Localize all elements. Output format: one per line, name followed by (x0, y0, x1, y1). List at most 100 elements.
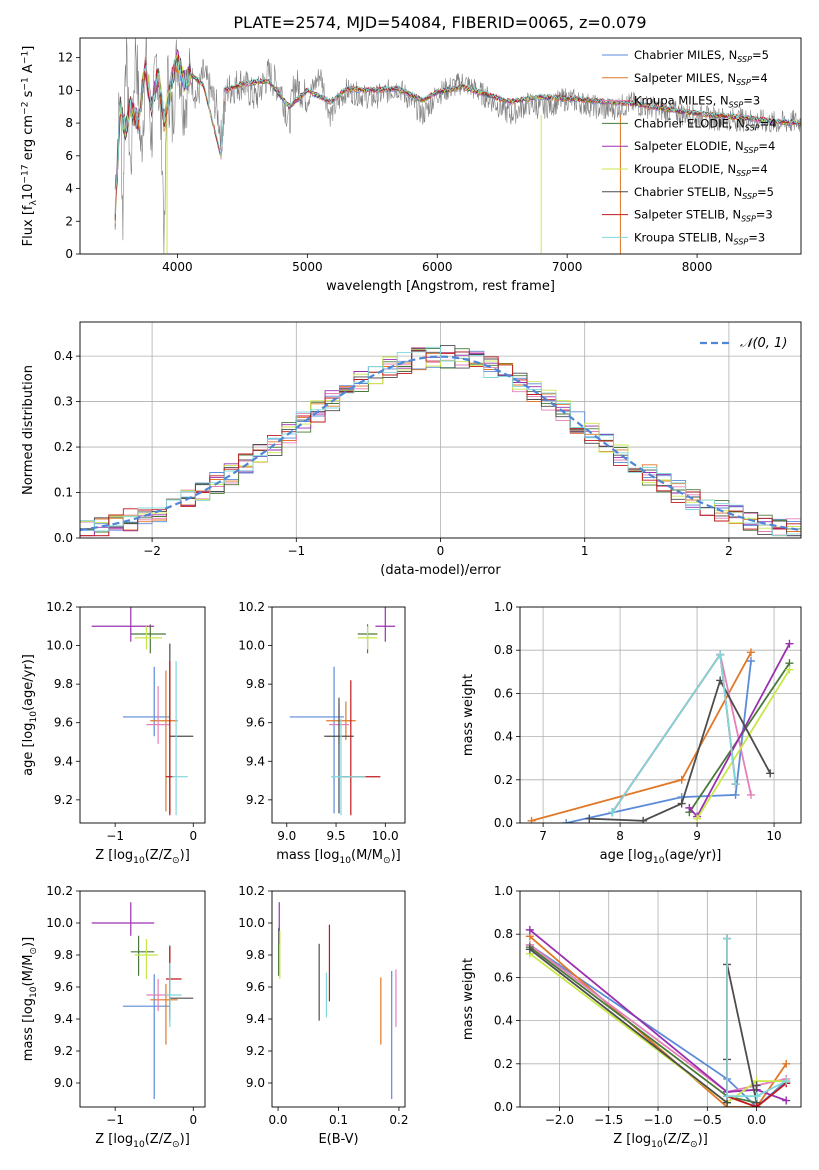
legend-label: Chabrier STELIB, NSSP=5 (634, 185, 774, 201)
x-tick-label: 10 (766, 829, 781, 843)
y-axis-label: mass weight (461, 674, 476, 756)
y-tick-label: 9.2 (54, 1044, 73, 1058)
y-tick-label: 10.0 (46, 639, 73, 653)
y-tick-label: 9.2 (246, 793, 265, 807)
weight-marker-salpeter_elodie (785, 639, 794, 648)
weight-marker-chabrier_stelib (639, 816, 648, 823)
x-tick-label: 0 (189, 829, 197, 843)
weight-marker-chabrier_stelib (677, 799, 686, 808)
plot-area (80, 322, 801, 538)
y-tick-label: 9.8 (246, 677, 265, 691)
y-tick-label: 2 (65, 214, 73, 228)
weight-marker-chabrier_miles (731, 790, 740, 799)
model-spectrum-kroupa_stelib (114, 55, 801, 215)
y-tick-label: 9.4 (54, 754, 73, 768)
y-tick-label: 12 (58, 51, 73, 65)
y-tick-label: 9.8 (54, 677, 73, 691)
x-tick-label: 0.1 (329, 1113, 348, 1127)
weight-marker-chabrier_stelib (525, 945, 534, 954)
y-tick-label: 10.2 (238, 600, 265, 614)
weight-marker-salpeter_miles (527, 816, 536, 823)
y-tick-label: 9.0 (54, 1076, 73, 1090)
weight-marker-kroupa_stelib (723, 1092, 732, 1101)
y-tick-label: 4 (65, 182, 73, 196)
axes-frame (519, 606, 802, 824)
panels: 4000 5000 6000 7000 8000024681012wavelength … (20, 37, 802, 1150)
x-axis-label: age [log10(age/yr)] (600, 848, 722, 866)
y-tick-label: 1.0 (494, 884, 513, 898)
weight-line-chabrier_stelib (589, 678, 771, 822)
y-tick-label: 9.6 (246, 980, 265, 994)
y-tick-label: 0.6 (494, 686, 513, 700)
legend-label: Chabrier ELODIE, NSSP=4 (634, 116, 776, 132)
weight-marker-kroupa_stelib (608, 808, 617, 817)
axes-frame (79, 37, 802, 255)
panel-z_age: −1 0 9.2 9.4 9.6 9.8 10.0 10.2 Z [log10(Z/Z⊙)] ag… (21, 600, 206, 866)
x-axis-label: E(B-V) (318, 1132, 358, 1147)
weight-marker-chabrier_miles (562, 819, 571, 823)
y-axis-label: Normed distribution (21, 365, 36, 495)
y-tick-label: 0.3 (54, 395, 73, 409)
x-tick-label: 10.0 (372, 829, 399, 843)
observed-spectrum (114, 38, 801, 254)
axes-frame (271, 606, 406, 824)
histogram-kroupa_stelib (80, 346, 801, 537)
y-tick-label: 9.8 (54, 948, 73, 962)
weight-marker-salpeter_elodie (685, 803, 694, 812)
x-tick-label: 1 (581, 544, 589, 558)
legend-label: Salpeter ELODIE, NSSP=4 (634, 139, 775, 155)
x-tick-label: −2.0 (545, 1113, 574, 1127)
legend-label: Kroupa ELODIE, NSSP=4 (634, 162, 768, 178)
x-axis-label: (data-model)/error (380, 563, 501, 578)
y-axis-label: Flux [fλ10−17 erg cm−2 s−1 A−1] (20, 46, 38, 247)
y-tick-label: 0.0 (54, 531, 73, 545)
y-tick-label: 0.2 (494, 1057, 513, 1071)
panel-age_weight: 7 8 9 10 0.0 0.2 0.4 0.6 0.8 1.0 age [log10(age/yr… (461, 600, 802, 866)
legend-label: Salpeter MILES, NSSP=4 (634, 71, 768, 87)
x-axis-label: Z [log10(Z/Z⊙)] (95, 1132, 190, 1150)
figure-title: PLATE=2574, MJD=54084, FIBERID=0065, z=0… (233, 13, 646, 32)
weight-marker-salpeter_stelib (752, 1103, 761, 1107)
weight-line-kroupa_miles (529, 944, 787, 1093)
weight-marker-kroupa_stelib (723, 934, 732, 943)
legend-label: 𝒩(0, 1) (740, 336, 787, 351)
y-tick-label: 10.0 (238, 916, 265, 930)
x-tick-label: 0 (437, 544, 445, 558)
y-tick-label: 10 (58, 83, 73, 97)
y-tick-label: 9.6 (54, 980, 73, 994)
weight-line-kroupa_elodie (696, 669, 791, 820)
x-tick-label: −1.5 (594, 1113, 623, 1127)
weight-marker-chabrier_stelib (766, 769, 775, 778)
x-tick-label: 0.2 (389, 1113, 408, 1127)
y-tick-label: 0.4 (494, 730, 513, 744)
legend: 𝒩(0, 1) (700, 336, 787, 351)
y-tick-label: 9.4 (246, 754, 265, 768)
x-tick-label: 4000 (162, 260, 193, 274)
weight-marker-kroupa_elodie (693, 814, 702, 823)
x-tick-label: 0 (189, 1113, 197, 1127)
axes-frame (79, 321, 802, 539)
histogram-kroupa_elodie (80, 349, 801, 537)
y-tick-label: 10.0 (238, 639, 265, 653)
y-tick-label: 9.0 (246, 1076, 265, 1090)
x-tick-label: −2 (143, 544, 161, 558)
weight-marker-kroupa_stelib (752, 1092, 761, 1101)
legend-label: Kroupa MILES, NSSP=3 (634, 94, 760, 110)
x-tick-label: 0.0 (747, 1113, 766, 1127)
plot-area (114, 38, 801, 254)
y-tick-label: 9.2 (246, 1044, 265, 1058)
y-tick-label: 10.2 (238, 884, 265, 898)
x-tick-label: 7000 (552, 260, 583, 274)
legend-label: Salpeter STELIB, NSSP=3 (634, 208, 773, 224)
y-tick-label: 0.6 (494, 970, 513, 984)
y-tick-label: 1.0 (494, 600, 513, 614)
y-axis-label: mass [log10(M/M⊙)] (21, 937, 39, 1061)
legend-label: Chabrier MILES, NSSP=5 (634, 48, 769, 64)
y-tick-label: 9.6 (54, 716, 73, 730)
y-tick-label: 9.4 (54, 1012, 73, 1026)
y-tick-label: 9.8 (246, 948, 265, 962)
weight-marker-kroupa_elodie (785, 665, 794, 674)
x-axis-label: Z [log10(Z/Z⊙)] (613, 1132, 708, 1150)
x-tick-label: −1 (287, 544, 305, 558)
x-tick-label: 9.5 (326, 829, 345, 843)
